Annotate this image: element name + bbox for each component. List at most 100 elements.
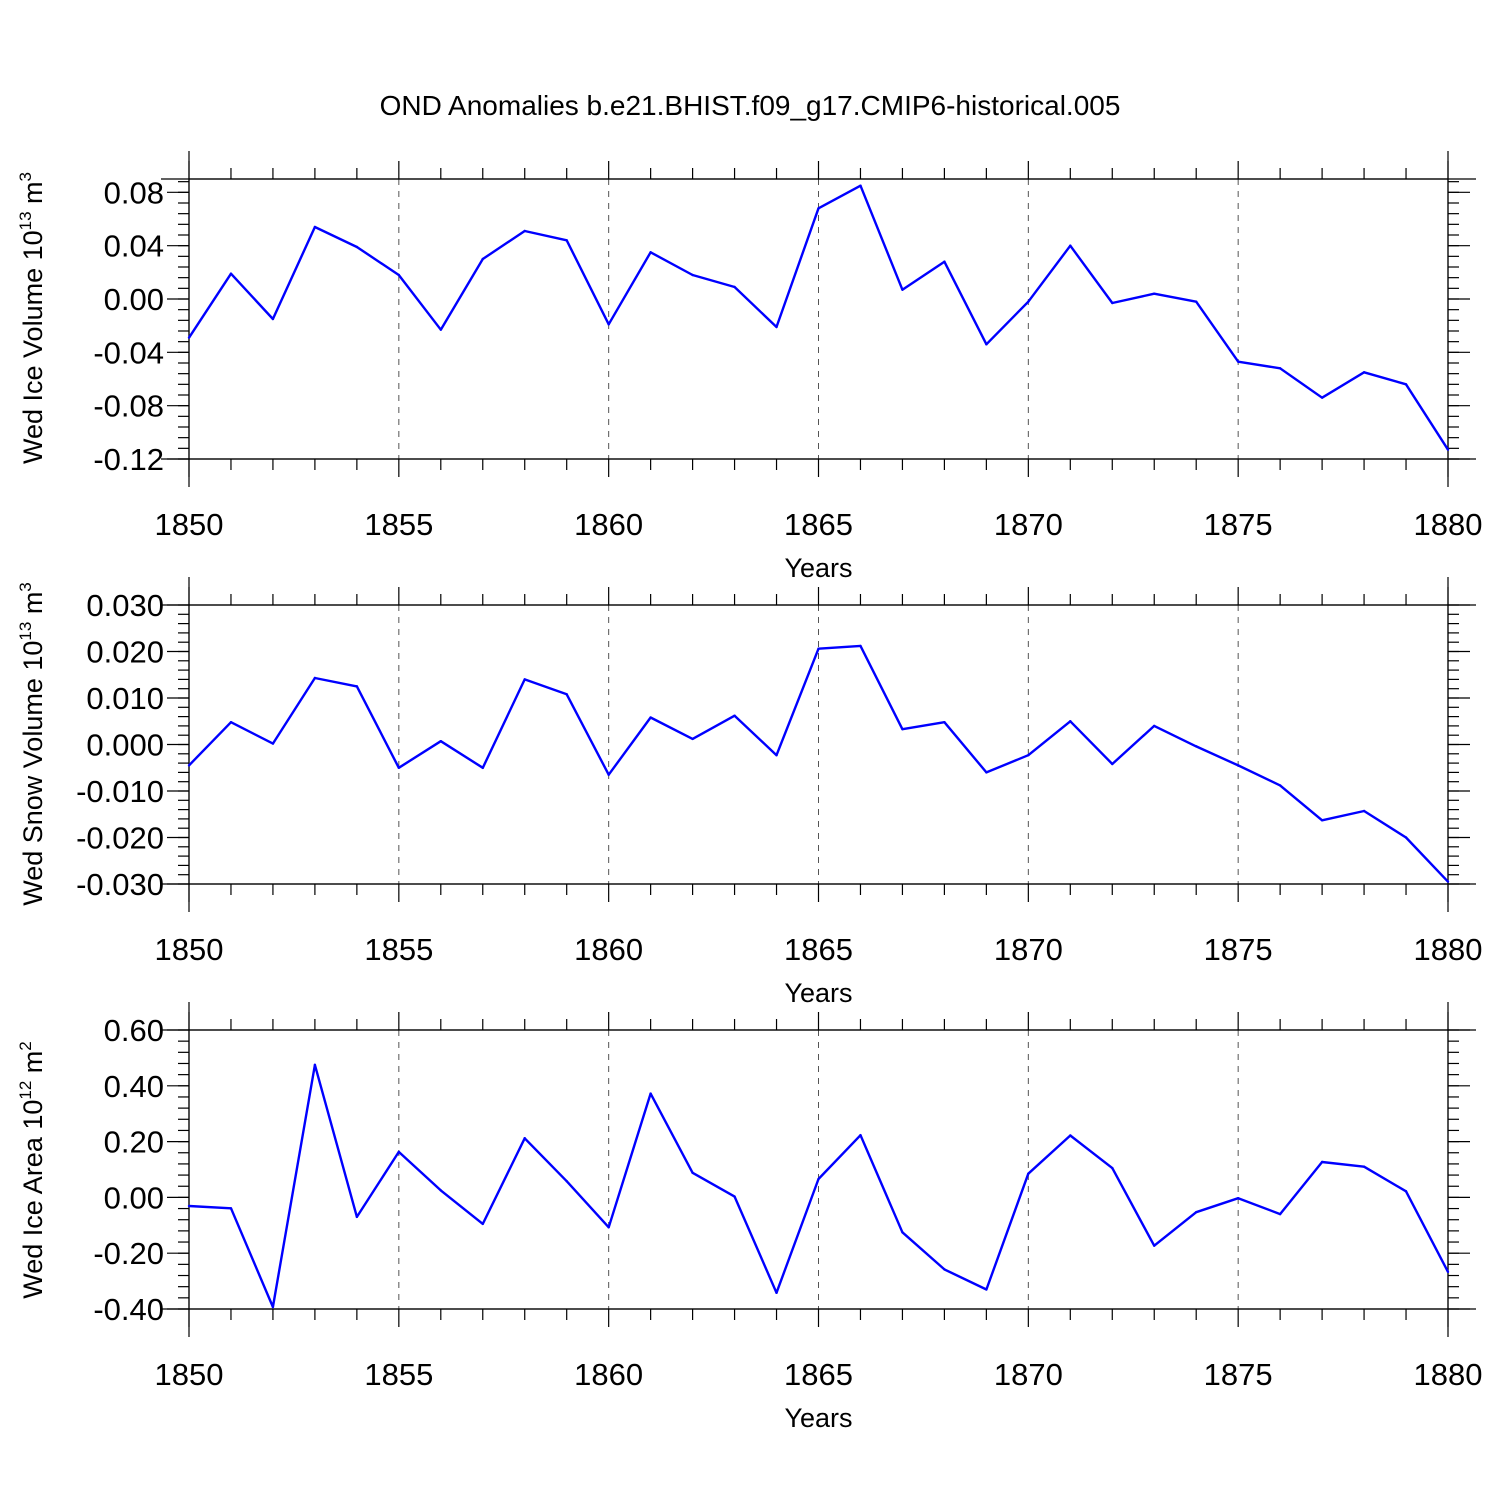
y-tick-label: 0.030: [86, 588, 164, 623]
data-point: [1027, 300, 1030, 303]
x-tick-label: 1875: [1204, 507, 1273, 542]
x-tick-label: 1875: [1204, 932, 1273, 967]
data-point: [1362, 1165, 1366, 1168]
data-point: [565, 239, 568, 242]
data-point: [775, 1291, 778, 1295]
data-point: [523, 678, 526, 681]
panel-snow-volume: -0.030 -0.020 -0.010 0.000 0.010 0.020 0.030 18…: [16, 577, 1482, 1008]
x-tick-label: 1870: [994, 1357, 1063, 1392]
data-point: [649, 716, 652, 719]
data-point: [775, 753, 778, 757]
data-point: [271, 742, 275, 745]
data-point: [439, 1189, 442, 1192]
y-tick-label: 0.20: [104, 1125, 164, 1160]
y-tick-label: -0.010: [76, 774, 164, 809]
data-point: [1195, 300, 1198, 303]
data-point: [1027, 1172, 1030, 1175]
x-tick-label: 1860: [574, 932, 643, 967]
x-tick-label: 1870: [994, 932, 1063, 967]
y-tick-label: 0.00: [104, 1180, 164, 1215]
data-point: [313, 1063, 317, 1067]
data-point: [691, 1171, 694, 1175]
data-point: [775, 325, 778, 329]
x-tick-label: 1855: [364, 932, 433, 967]
data-point: [523, 1137, 526, 1140]
x-tick-label: 1880: [1414, 932, 1483, 967]
data-point: [1404, 1190, 1408, 1193]
x-tick-label: 1865: [784, 932, 853, 967]
y-tick-label: 0.40: [104, 1069, 164, 1104]
data-point: [859, 1133, 862, 1137]
data-point: [1069, 720, 1072, 723]
data-point: [985, 771, 988, 774]
data-point: [607, 773, 610, 776]
y-tick-label: 0.000: [86, 728, 164, 763]
data-point: [1236, 1197, 1240, 1200]
data-point: [1446, 1270, 1450, 1274]
data-point: [1236, 360, 1240, 363]
data-point: [1446, 448, 1450, 451]
data-point: [1027, 753, 1030, 757]
y-tick-label: 0.08: [104, 175, 164, 210]
data-point: [481, 766, 484, 769]
data-point: [565, 1180, 568, 1183]
y-tick-label: -0.20: [93, 1236, 164, 1271]
data-point: [733, 285, 736, 289]
data-point: [1069, 244, 1072, 247]
data-point: [649, 1092, 652, 1095]
data-point: [1362, 809, 1366, 813]
y-axis-title: Wed Ice Area 1012 m2: [16, 1041, 48, 1299]
data-point: [691, 273, 694, 277]
y-tick-label: -0.08: [93, 389, 164, 424]
data-point: [1153, 1244, 1156, 1247]
data-point: [1278, 367, 1282, 370]
data-point: [607, 323, 610, 326]
data-point: [817, 1177, 820, 1181]
data-point: [1153, 292, 1156, 295]
data-point: [649, 251, 652, 254]
data-point: [229, 1207, 233, 1210]
data-point: [1111, 301, 1114, 305]
data-point: [397, 766, 401, 769]
x-tick-label: 1875: [1204, 1357, 1273, 1392]
y-tick-label: -0.020: [76, 821, 164, 856]
x-tick-label: 1860: [574, 507, 643, 542]
y-tick-label: 0.04: [104, 229, 164, 264]
x-tick-label: 1850: [155, 1357, 224, 1392]
data-point: [985, 343, 988, 346]
y-tick-label: -0.40: [93, 1292, 164, 1327]
data-point: [565, 693, 568, 696]
data-point: [817, 647, 820, 650]
data-point: [733, 1195, 736, 1198]
data-point: [943, 720, 946, 724]
data-point: [187, 764, 191, 767]
data-point: [1446, 880, 1450, 883]
data-point: [313, 225, 317, 229]
data-point: [1404, 383, 1408, 386]
data-point: [859, 184, 862, 187]
y-axis-title: Wed Ice Volume 1013 m3: [16, 172, 48, 464]
data-point: [439, 328, 442, 331]
data-point: [1320, 1160, 1324, 1164]
x-tick-label: 1880: [1414, 1357, 1483, 1392]
x-tick-label: 1865: [784, 1357, 853, 1392]
figure-title: OND Anomalies b.e21.BHIST.f09_g17.CMIP6-…: [380, 90, 1121, 121]
x-tick-label: 1870: [994, 507, 1063, 542]
data-point: [1111, 1166, 1114, 1170]
y-tick-label: -0.12: [93, 442, 164, 477]
data-point: [271, 1305, 275, 1309]
data-point: [691, 737, 694, 741]
data-point: [1320, 396, 1324, 399]
data-point: [1236, 764, 1240, 767]
data-point: [481, 257, 484, 261]
data-point: [439, 740, 442, 743]
data-point: [901, 288, 904, 291]
x-axis-title: Years: [784, 1403, 852, 1433]
data-point: [523, 229, 526, 233]
data-point: [355, 245, 359, 249]
data-point: [1320, 819, 1324, 822]
data-point: [1195, 745, 1198, 748]
x-axis-title: Years: [784, 553, 852, 583]
data-point: [733, 714, 736, 717]
